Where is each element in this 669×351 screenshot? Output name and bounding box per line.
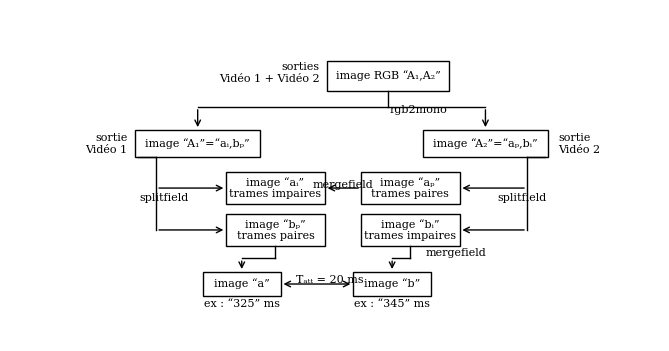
Text: mergefield: mergefield: [426, 248, 486, 258]
FancyBboxPatch shape: [226, 172, 324, 204]
Text: sortie
Vidéo 2: sortie Vidéo 2: [558, 133, 600, 154]
Text: image “a”: image “a”: [214, 279, 270, 290]
Text: sortie
Vidéo 1: sortie Vidéo 1: [86, 133, 128, 154]
FancyBboxPatch shape: [361, 214, 460, 246]
Text: image “bₚ”
trames paires: image “bₚ” trames paires: [237, 219, 314, 241]
Text: image “b”: image “b”: [364, 279, 420, 290]
FancyBboxPatch shape: [327, 61, 449, 91]
FancyBboxPatch shape: [361, 172, 460, 204]
Text: ex : “345” ms: ex : “345” ms: [354, 299, 430, 309]
FancyBboxPatch shape: [226, 214, 324, 246]
FancyBboxPatch shape: [135, 130, 260, 157]
Text: Tₐₜₜ = 20 ms: Tₐₜₜ = 20 ms: [296, 276, 364, 285]
Text: image “aₚ”
trames paires: image “aₚ” trames paires: [371, 177, 449, 199]
Text: sorties
Vidéo 1 + Vidéo 2: sorties Vidéo 1 + Vidéo 2: [219, 62, 320, 84]
FancyBboxPatch shape: [353, 272, 431, 296]
Text: image “aᵢ”
trames impaires: image “aᵢ” trames impaires: [229, 177, 322, 199]
Text: image “A₁”=“aᵢ,bₚ”: image “A₁”=“aᵢ,bₚ”: [145, 138, 250, 149]
Text: splitfield: splitfield: [497, 193, 547, 203]
Text: rgb2mono: rgb2mono: [389, 105, 448, 115]
Text: image “bᵢ”
trames impaires: image “bᵢ” trames impaires: [364, 219, 456, 241]
Text: splitfield: splitfield: [139, 193, 189, 203]
Text: image RGB “A₁,A₂”: image RGB “A₁,A₂”: [336, 71, 441, 81]
Text: mergefield: mergefield: [312, 180, 373, 190]
Text: ex : “325” ms: ex : “325” ms: [204, 299, 280, 309]
Text: image “A₂”=“aₚ,bᵢ”: image “A₂”=“aₚ,bᵢ”: [433, 138, 538, 149]
FancyBboxPatch shape: [203, 272, 281, 296]
FancyBboxPatch shape: [423, 130, 548, 157]
